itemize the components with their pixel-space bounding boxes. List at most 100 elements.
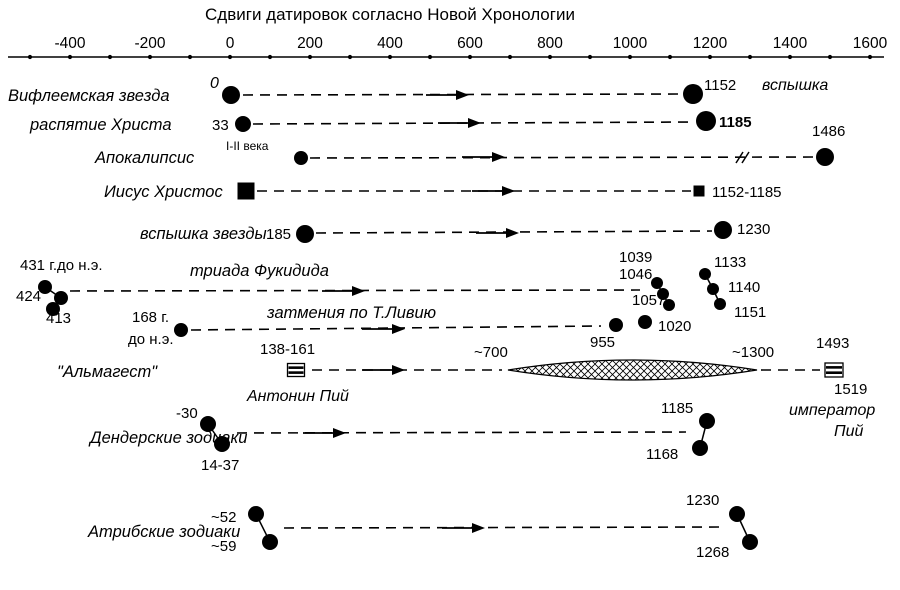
row-dendera-zodiacs: Дендерские зодиаки -30 14-37 1185 1168 (88, 400, 715, 474)
axis-dot (747, 54, 753, 60)
axis-tick-label: -400 (54, 35, 85, 52)
axis-dot (267, 54, 273, 60)
date-label: 1152-1185 (712, 184, 782, 201)
stripe (288, 371, 304, 374)
date-dot (651, 277, 663, 289)
date-dot (54, 291, 68, 305)
row-label: Атрибские зодиаки (87, 523, 240, 541)
axis-dot (147, 54, 153, 60)
date-label: 1268 (696, 544, 729, 561)
stripe (288, 366, 304, 369)
date-dot (714, 221, 732, 239)
date-label: 1519 (834, 381, 867, 398)
date-dot (235, 116, 251, 132)
date-dot (699, 413, 715, 429)
date-dot (816, 148, 834, 166)
date-label: 1185 (661, 400, 693, 417)
row-apocalypse: Апокалипсис I-II века 1486 (94, 123, 845, 167)
shift-dashed-line (283, 526, 723, 529)
row-bethlehem-star: Вифлеемская звезда 0 1152 вспышка (8, 75, 828, 105)
axis-dot (867, 54, 873, 60)
axis-dot (507, 54, 513, 60)
date-label: ~52 (211, 509, 236, 526)
axis-dot (667, 54, 673, 60)
date-label: 138-161 (260, 341, 315, 358)
date-dot (248, 506, 264, 522)
axis-tick-label: 400 (377, 35, 403, 52)
row-crucifixion-of-christ: распятие Христа 33 1185 (29, 111, 752, 134)
date-dot (683, 84, 703, 104)
date-label: 33 (212, 117, 229, 134)
arrow-head (392, 324, 405, 334)
date-dot (262, 534, 278, 550)
row-athribis-zodiacs: Атрибские зодиаки~52 ~59 1230 1268 (87, 492, 758, 561)
axis-dot (627, 54, 633, 60)
axis-dot (187, 54, 193, 60)
date-label: вспышка (762, 77, 828, 94)
row-label: распятие Христа (29, 116, 172, 134)
date-label: 1151 (734, 304, 766, 321)
date-label: 185 (266, 226, 291, 243)
axis-dot (467, 54, 473, 60)
date-label: 1046 (619, 266, 652, 283)
axis-dot (107, 54, 113, 60)
date-label: -30 (176, 405, 198, 422)
date-label: 1230 (686, 492, 719, 509)
axis-tick-label: 600 (457, 35, 483, 52)
date-dot (742, 534, 758, 550)
date-dot (638, 315, 652, 329)
arrow-head (472, 523, 485, 533)
arrow-head (352, 286, 365, 296)
date-label: до н.э. (128, 331, 174, 348)
date-label: Антонин Пий (246, 388, 349, 405)
date-label: I-II века (226, 139, 269, 153)
date-label: 1133 (714, 254, 746, 271)
axis-dot (707, 54, 713, 60)
shift-dashed-line (315, 230, 713, 234)
date-dot (294, 151, 308, 165)
date-label: 431 г.до н.э. (20, 257, 103, 274)
arrow-head (468, 118, 481, 128)
date-dot (214, 436, 230, 452)
date-label: 1168 (646, 446, 678, 463)
date-dot (707, 283, 719, 295)
axis-dot (227, 54, 233, 60)
date-label: 413 (46, 310, 71, 327)
row-label: Иисус Христос (104, 183, 223, 201)
figure-title: Сдвиги датировок согласно Новой Хронолог… (205, 5, 575, 24)
date-dot (714, 298, 726, 310)
date-dot (699, 268, 711, 280)
date-label: 0 (210, 75, 219, 92)
date-label: император (789, 402, 875, 419)
axis-tick-label: 1000 (613, 35, 648, 52)
axis-dot (307, 54, 313, 60)
date-dot (729, 506, 745, 522)
connector-line (741, 151, 750, 164)
axis-tick-label: -200 (134, 35, 165, 52)
stripe (826, 366, 842, 369)
date-label: 1057 (632, 292, 665, 309)
axis-dot (547, 54, 553, 60)
date-dot (222, 86, 240, 104)
row-label: триада Фукидида (190, 262, 329, 280)
date-dot (38, 280, 52, 294)
shift-dashed-line (252, 121, 695, 125)
arrow-head (333, 428, 346, 438)
axis-dot (387, 54, 393, 60)
date-label: 168 г. (132, 309, 169, 326)
axis-dot (27, 54, 33, 60)
date-label: 1230 (737, 221, 770, 238)
arrow-head (502, 186, 515, 196)
row-almagest: "Альмагест" 138-161 Антонин Пий ~700 ~1300 14… (57, 335, 875, 440)
date-dot (696, 111, 716, 131)
axis-dot (587, 54, 593, 60)
date-dot (663, 299, 675, 311)
date-label: 1152 (704, 77, 736, 94)
axis-tick-label: 1200 (693, 35, 728, 52)
date-dot (200, 416, 216, 432)
axis-dot (787, 54, 793, 60)
date-label: 1140 (728, 279, 760, 296)
date-label: Пий (834, 423, 863, 440)
